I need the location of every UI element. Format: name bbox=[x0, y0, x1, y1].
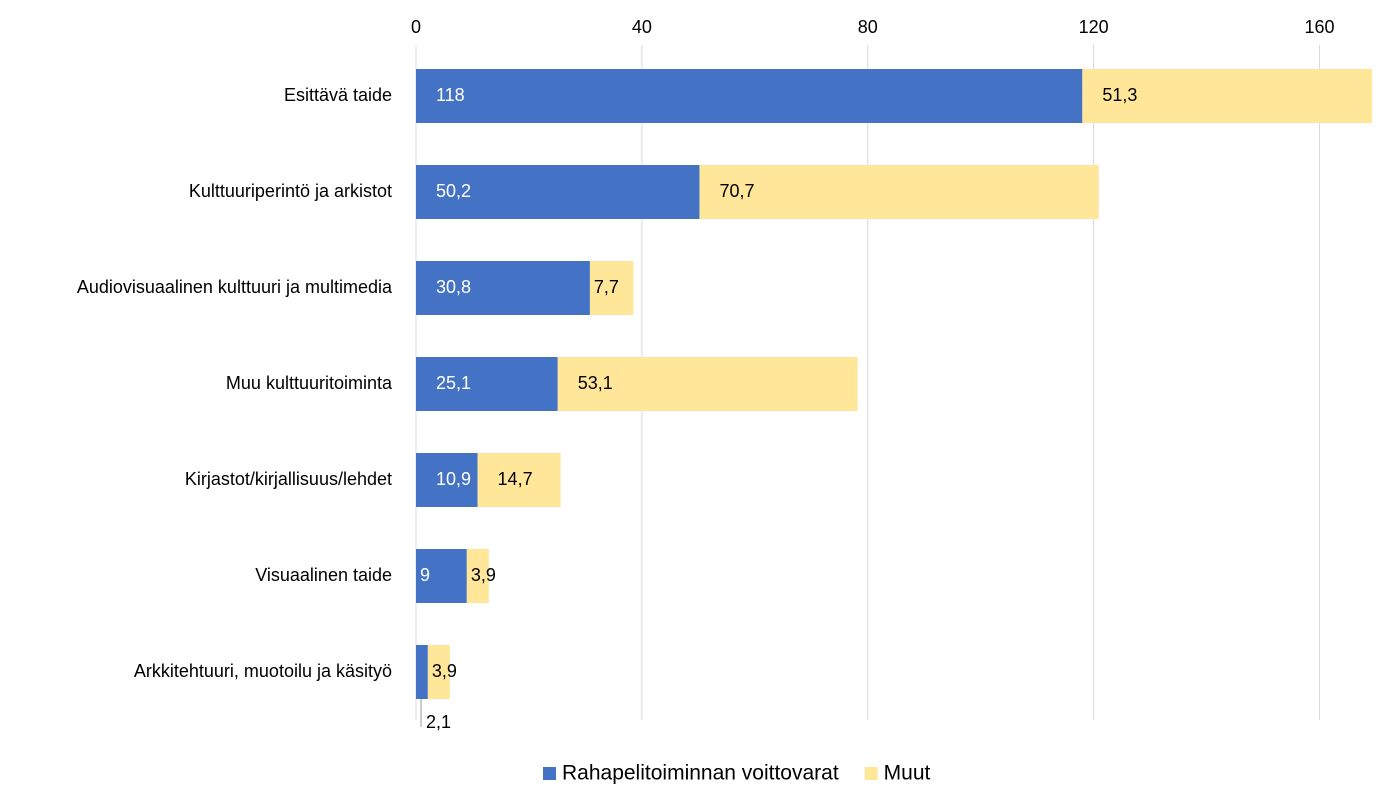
data-label: 30,8 bbox=[436, 277, 471, 297]
data-label: 51,3 bbox=[1102, 85, 1137, 105]
data-label: 3,9 bbox=[432, 661, 457, 681]
x-tick-label: 40 bbox=[632, 17, 652, 37]
legend-swatch bbox=[864, 767, 878, 780]
data-label: 70,7 bbox=[719, 181, 754, 201]
bar-segment bbox=[416, 261, 590, 315]
bar-segment bbox=[477, 453, 561, 507]
legend-label: Rahapelitoiminnan voittovarat bbox=[562, 762, 839, 785]
legend-label: Muut bbox=[884, 762, 931, 785]
y-tick-label: Muu kulttuuritoiminta bbox=[226, 373, 393, 393]
bar-segment bbox=[416, 357, 558, 411]
y-tick-label: Kulttuuriperintö ja arkistot bbox=[189, 181, 392, 201]
data-label: 14,7 bbox=[498, 469, 533, 489]
bar-segment bbox=[416, 549, 467, 603]
data-label: 10,9 bbox=[436, 469, 471, 489]
y-tick-label: Visuaalinen taide bbox=[255, 565, 392, 585]
bar-segment bbox=[589, 261, 634, 315]
legend-swatch bbox=[543, 767, 556, 780]
y-tick-label: Kirjastot/kirjallisuus/lehdet bbox=[185, 469, 392, 489]
bar-segment bbox=[416, 453, 478, 507]
data-label: 7,7 bbox=[594, 277, 619, 297]
data-label: 25,1 bbox=[436, 373, 471, 393]
y-tick-label: Arkkitehtuuri, muotoilu ja käsityö bbox=[134, 661, 392, 681]
data-label: 9 bbox=[420, 565, 430, 585]
bar-segment bbox=[427, 645, 450, 699]
bar-segment bbox=[699, 165, 1099, 219]
bar-segment bbox=[557, 357, 858, 411]
bar-segment bbox=[466, 549, 489, 603]
y-tick-label: Audiovisuaalinen kulttuuri ja multimedia bbox=[77, 277, 393, 297]
x-tick-label: 160 bbox=[1305, 17, 1335, 37]
x-tick-label: 0 bbox=[411, 17, 421, 37]
bar-segment bbox=[1082, 69, 1373, 123]
x-tick-label: 120 bbox=[1079, 17, 1109, 37]
x-tick-label: 80 bbox=[858, 17, 878, 37]
bar-segment bbox=[416, 645, 428, 699]
data-label: 53,1 bbox=[578, 373, 613, 393]
data-label: 3,9 bbox=[471, 565, 496, 585]
bar-segment bbox=[416, 69, 1083, 123]
data-label: 118 bbox=[436, 85, 465, 105]
bar-segment bbox=[416, 165, 700, 219]
data-label: 50,2 bbox=[436, 181, 471, 201]
y-tick-label: Esittävä taide bbox=[284, 85, 392, 105]
data-label: 2,1 bbox=[426, 712, 451, 732]
